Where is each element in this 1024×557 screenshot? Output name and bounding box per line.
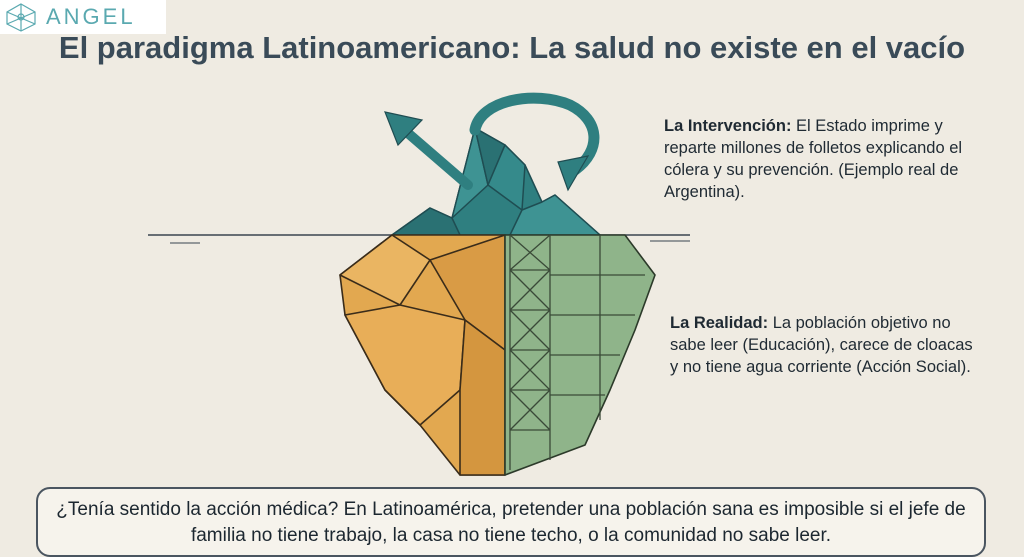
intervention-text: La Intervención: El Estado imprime y rep… <box>664 115 984 203</box>
network-node-icon <box>6 3 36 32</box>
logo-text: ANGEL <box>46 4 136 29</box>
reality-label: La Realidad: <box>670 314 769 332</box>
intervention-label: La Intervención: <box>664 117 792 135</box>
reality-text: La Realidad: La población objetivo no sa… <box>670 312 980 378</box>
page-title: El paradigma Latinoamericano: La salud n… <box>58 30 966 65</box>
iceberg-tip <box>391 127 601 236</box>
iceberg-underwater-left <box>339 234 506 476</box>
conclusion-text: ¿Tenía sentido la acción médica? En Lati… <box>56 499 966 546</box>
scaffold-structure <box>509 234 645 470</box>
iceberg-diagram <box>148 92 690 476</box>
logo: ANGEL <box>0 0 166 34</box>
deflect-arrow <box>384 111 473 190</box>
conclusion-box: ¿Tenía sentido la acción médica? En Lati… <box>36 487 986 557</box>
loop-arrow <box>469 92 600 192</box>
intervention-description: El Estado imprime y reparte millones de … <box>664 117 963 201</box>
reality-description: La población objetivo no sabe leer (Educ… <box>670 314 973 376</box>
